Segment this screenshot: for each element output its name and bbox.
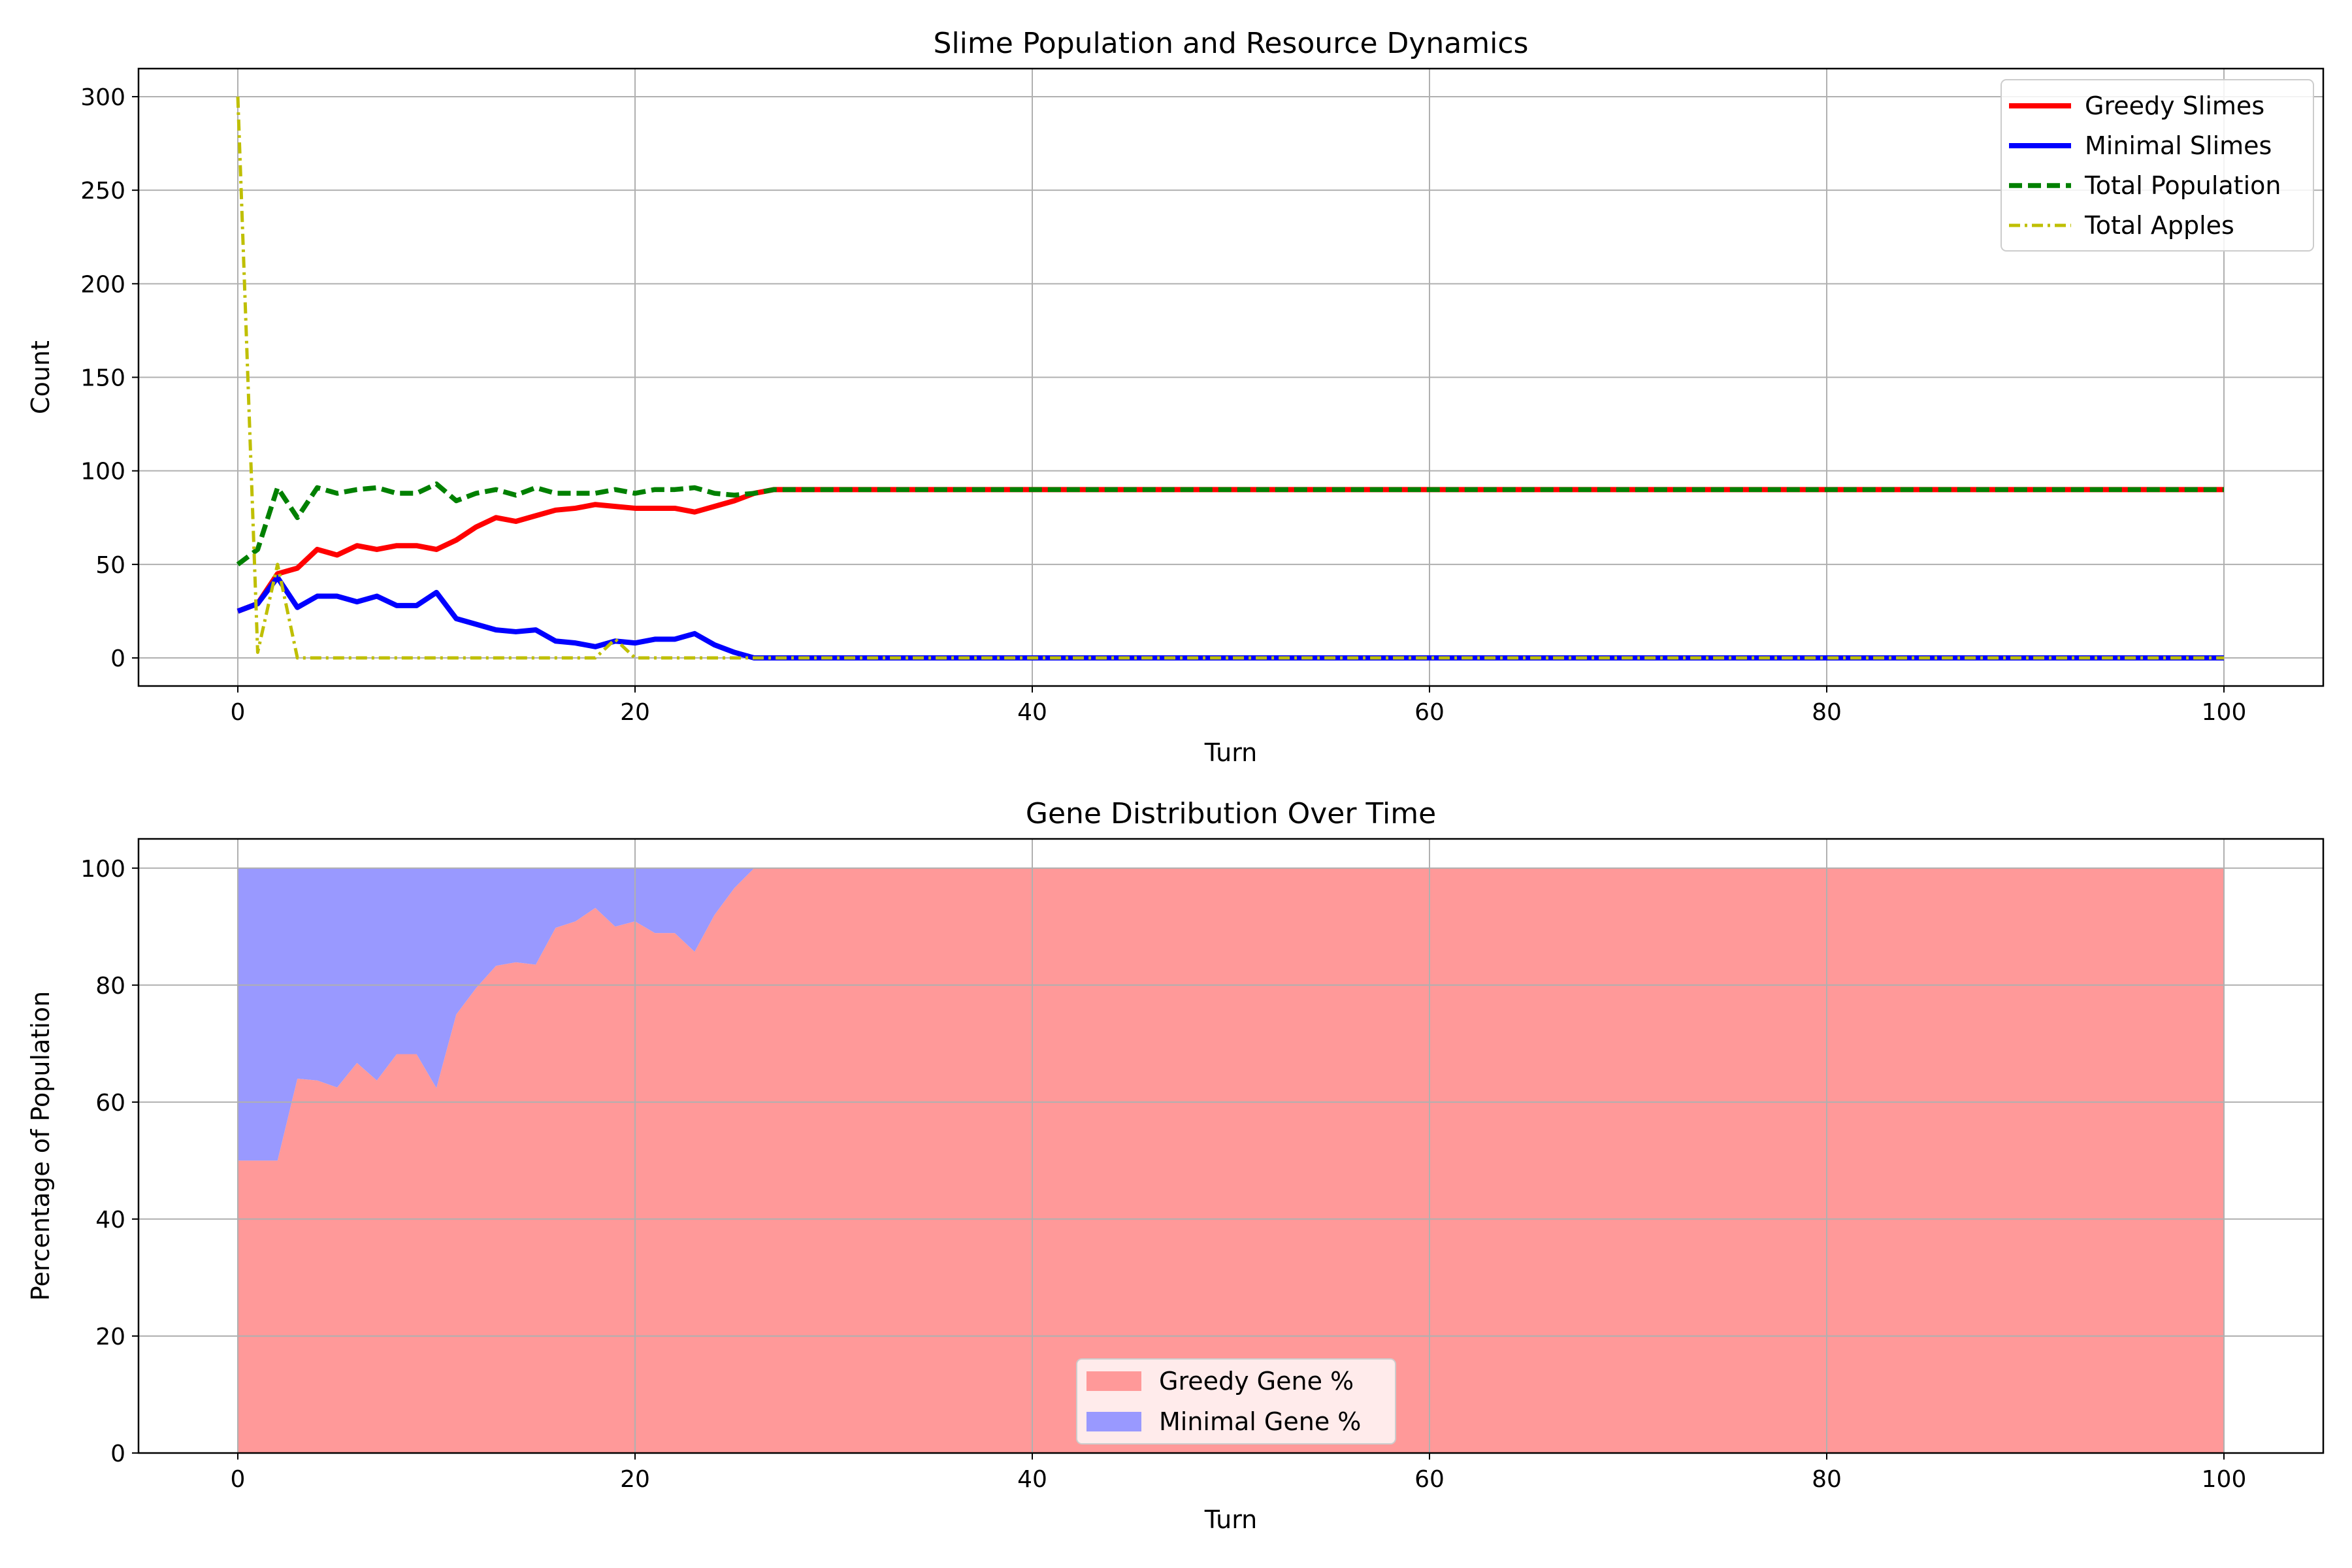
x-tick-label: 0 [231,699,246,726]
area-series-2 [238,868,2224,1161]
bottom-y-axis-label: Percentage of Population [26,991,55,1301]
x-tick-label: 60 [1414,1466,1445,1493]
x-tick-label: 80 [1812,699,1842,726]
y-tick-label: 300 [80,84,125,111]
x-tick-label: 100 [2202,699,2247,726]
series-line-4 [236,96,2224,660]
y-tick-label: 100 [80,856,125,883]
bottom-chart-title: Gene Distribution Over Time [1026,797,1436,830]
x-tick-label: 100 [2202,1466,2247,1493]
legend-box [2001,79,2314,252]
legend-swatch [1086,1371,1141,1391]
gene-distribution-chart: 0 20 40 60 80 100 0 20 40 60 80 100 Gene Distributi… [26,797,2325,1534]
y-tick-label: 150 [80,365,125,392]
legend-label: Minimal Gene % [1159,1407,1361,1436]
legend-label: Total Population [2084,171,2281,200]
x-tick-label: 20 [620,1466,650,1493]
y-tick-label: 80 [95,973,125,1000]
bottom-legend: Greedy Gene % Minimal Gene % [1076,1358,1396,1445]
series-line-3 [236,481,2224,566]
y-tick-label: 250 [80,178,125,204]
y-tick-label: 0 [110,1441,125,1467]
population-chart: 0 20 40 60 80 100 0 50 100 150 200 250 300 Slime Pop… [26,27,2325,767]
bottom-x-axis-label: Turn [1204,1505,1258,1534]
top-ticks: 0 20 40 60 80 100 0 50 100 150 200 250 300 [80,84,2246,726]
y-tick-label: 20 [95,1324,125,1350]
top-legend: Greedy Slimes Minimal Slimes Total Populat… [2001,79,2314,252]
legend-swatch [1086,1412,1141,1431]
series-line-1 [237,487,2224,614]
legend-label: Total Apples [2084,211,2234,240]
area-series-1 [238,868,2224,1453]
series-line-2 [237,574,2224,661]
x-tick-label: 0 [231,1466,246,1493]
x-tick-label: 20 [620,699,650,726]
top-y-axis-label: Count [26,340,55,414]
y-tick-label: 50 [95,552,125,579]
y-tick-label: 40 [95,1207,125,1233]
y-tick-label: 0 [110,645,125,672]
top-x-axis-label: Turn [1204,738,1258,767]
x-tick-label: 60 [1414,699,1445,726]
bottom-ticks: 0 20 40 60 80 100 0 20 40 60 80 100 [80,856,2246,1493]
y-tick-label: 100 [80,459,125,485]
bottom-areas [238,868,2224,1453]
legend-label: Minimal Slimes [2085,131,2272,160]
legend-label: Greedy Slimes [2085,91,2264,120]
legend-label: Greedy Gene % [1159,1367,1354,1396]
x-tick-label: 40 [1017,1466,1047,1493]
bottom-plot-frame [137,838,2325,1454]
y-tick-label: 60 [95,1090,125,1117]
x-tick-label: 40 [1017,699,1047,726]
top-chart-title: Slime Population and Resource Dynamics [934,27,1529,60]
legend-box [1076,1358,1396,1445]
x-tick-label: 80 [1812,1466,1842,1493]
y-tick-label: 200 [80,271,125,298]
top-series [236,96,2224,661]
